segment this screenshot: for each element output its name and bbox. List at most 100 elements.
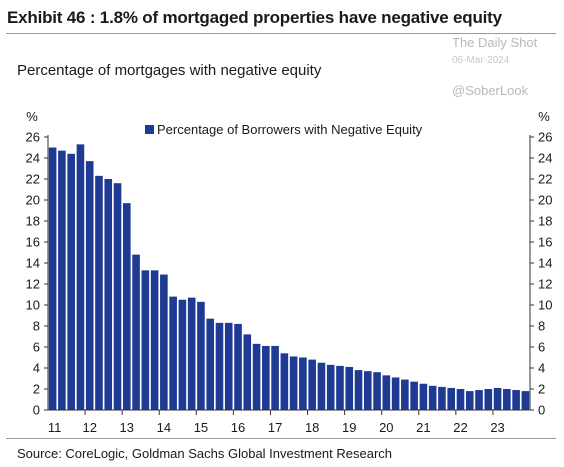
x-tick-label: 22: [453, 420, 467, 435]
bar-2020Q3: [401, 379, 409, 410]
y-tick-label-right: 6: [538, 340, 545, 355]
bar-2022Q3: [475, 390, 483, 410]
bar-2013Q2: [132, 254, 140, 410]
bar-2021Q1: [419, 383, 428, 410]
y-tick-label-left: 14: [26, 256, 40, 271]
y-tick-label-left: 18: [26, 214, 40, 229]
x-tick-label: 21: [416, 420, 430, 435]
y-tick-label-left: 0: [33, 403, 40, 418]
x-tick-label: 17: [268, 420, 282, 435]
bar-2014Q3: [178, 299, 187, 410]
bar-2020Q4: [410, 381, 418, 410]
y-tick-label-left: 16: [26, 235, 40, 250]
y-tick-label-right: 4: [538, 361, 545, 376]
bar-2016Q2: [243, 334, 252, 410]
bar-2019Q4: [373, 372, 381, 410]
bar-2018Q1: [308, 359, 316, 410]
x-tick-label: 23: [490, 420, 504, 435]
y-tick-label-right: 10: [538, 298, 552, 313]
legend-swatch: [145, 125, 154, 134]
y-tick-label-left: 4: [33, 361, 40, 376]
bar-2017Q2: [280, 353, 289, 410]
bar-2022Q2: [465, 391, 474, 410]
y-tick-label-right: 2: [538, 382, 545, 397]
y-tick-label-right: 22: [538, 172, 552, 187]
x-tick-label: 19: [342, 420, 356, 435]
bar-2017Q1: [271, 345, 279, 410]
legend-label: Percentage of Borrowers with Negative Eq…: [157, 122, 423, 137]
bar-2018Q4: [336, 365, 344, 410]
x-tick-label: 20: [379, 420, 393, 435]
bar-2013Q1: [122, 203, 131, 410]
bar-2015Q4: [224, 322, 233, 410]
y-tick-label-right: 18: [538, 214, 552, 229]
bar-2016Q3: [252, 343, 261, 410]
chart-title: Exhibit 46 : 1.8% of mortgaged propertie…: [7, 8, 502, 27]
bar-2019Q3: [363, 371, 372, 410]
bar-2020Q2: [391, 377, 400, 410]
y-tick-label-right: 20: [538, 193, 552, 208]
bar-2012Q2: [95, 175, 103, 410]
bar-2018Q3: [326, 364, 335, 410]
x-tick-label: 16: [231, 420, 245, 435]
bar-2016Q4: [262, 345, 270, 410]
bar-2017Q4: [299, 357, 307, 410]
x-tick-label: 13: [120, 420, 134, 435]
bar-2011Q2: [58, 150, 66, 410]
x-tick-label: 14: [157, 420, 171, 435]
bar-2021Q4: [447, 387, 456, 410]
y-axis-unit-right: %: [538, 109, 550, 124]
bar-2023Q3: [512, 390, 520, 410]
y-tick-label-right: 14: [538, 256, 552, 271]
bar-2022Q4: [484, 389, 493, 410]
y-tick-label-left: 10: [26, 298, 40, 313]
y-tick-label-left: 12: [26, 277, 40, 292]
y-tick-label-right: 12: [538, 277, 552, 292]
bar-2017Q3: [289, 356, 298, 410]
bar-2015Q3: [215, 322, 224, 410]
y-tick-label-left: 2: [33, 382, 40, 397]
source-note: Source: CoreLogic, Goldman Sachs Global …: [17, 446, 393, 461]
source-divider: [6, 438, 556, 439]
bar-2023Q2: [503, 389, 511, 410]
bar-2023Q4: [521, 391, 530, 410]
x-tick-label: 11: [48, 420, 62, 435]
y-tick-label-right: 26: [538, 130, 552, 145]
title-divider: [6, 33, 556, 34]
bar-2018Q2: [317, 362, 326, 410]
watermark-handle: @SoberLook: [452, 83, 529, 98]
bar-2013Q4: [150, 270, 159, 410]
bar-2019Q1: [345, 366, 354, 410]
y-tick-label-right: 24: [538, 151, 552, 166]
bar-2016Q1: [234, 323, 242, 410]
bar-2022Q1: [456, 389, 465, 410]
bar-2021Q3: [438, 386, 446, 410]
bar-2014Q1: [160, 274, 168, 410]
bar-2015Q2: [206, 318, 215, 410]
bar-2019Q2: [354, 370, 363, 410]
chart-legend: Percentage of Borrowers with Negative Eq…: [145, 122, 423, 137]
bar-2014Q4: [187, 297, 196, 410]
bar-2015Q1: [197, 301, 205, 410]
y-tick-label-left: 26: [26, 130, 40, 145]
y-tick-label-right: 0: [538, 403, 545, 418]
y-tick-label-right: 8: [538, 319, 545, 334]
y-tick-label-left: 24: [26, 151, 40, 166]
y-tick-label-left: 22: [26, 172, 40, 187]
bar-2023Q1: [493, 387, 502, 410]
watermark-date: 06-Mar-2024: [452, 55, 510, 66]
y-tick-label-left: 8: [33, 319, 40, 334]
y-axis-unit-left: %: [26, 109, 38, 124]
chart-subtitle: Percentage of mortgages with negative eq…: [17, 62, 322, 79]
bar-2011Q3: [67, 153, 75, 411]
watermark-publisher: The Daily Shot: [452, 35, 538, 50]
bar-2011Q1: [48, 147, 57, 410]
x-tick-label: 18: [305, 420, 319, 435]
y-tick-label-left: 20: [26, 193, 40, 208]
y-tick-label-left: 6: [33, 340, 40, 355]
bar-2021Q2: [428, 385, 437, 410]
bar-2020Q1: [382, 375, 391, 410]
x-tick-label: 15: [194, 420, 208, 435]
bar-2012Q1: [85, 161, 94, 410]
